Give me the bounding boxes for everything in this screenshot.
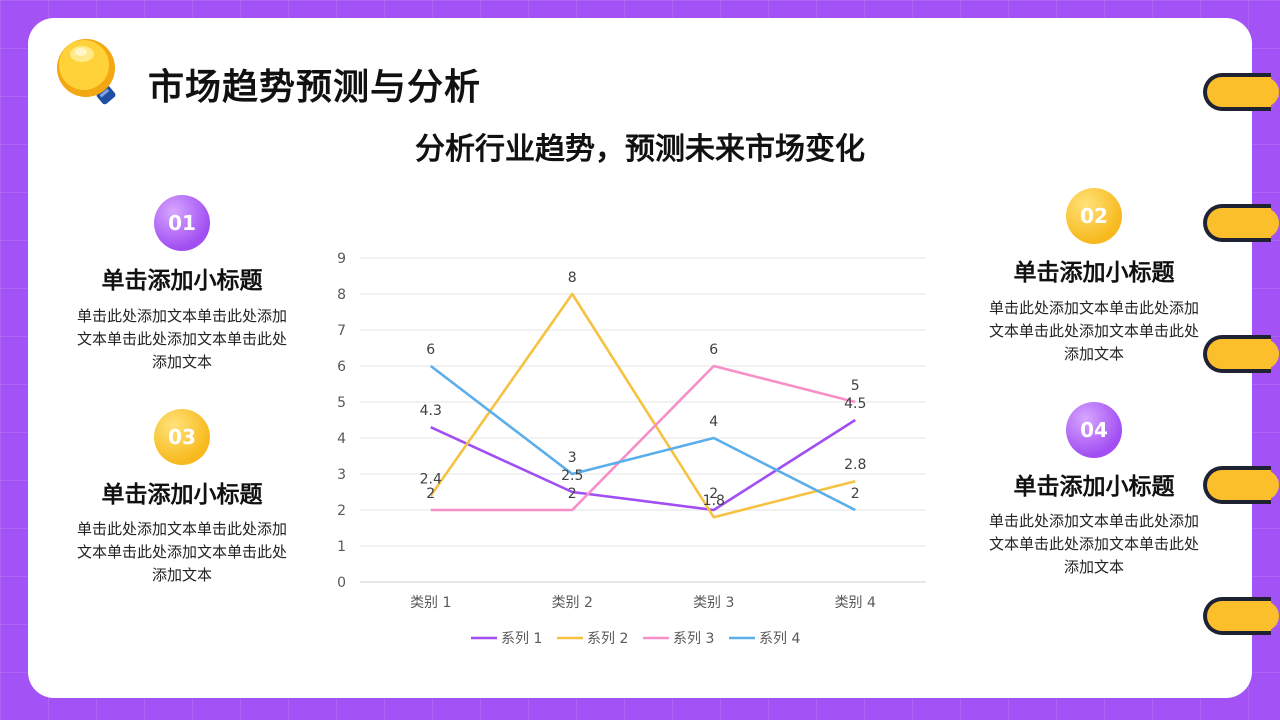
y-tick-label: 0 — [337, 575, 346, 591]
y-tick-label: 4 — [337, 431, 346, 447]
block-title-01[interactable]: 单击添加小标题 — [101, 268, 263, 294]
binder-ring-icon — [1203, 597, 1279, 635]
x-tick-label: 类别 3 — [693, 595, 734, 611]
data-label: 3 — [568, 450, 577, 466]
slide-card — [28, 18, 1252, 698]
y-tick-label: 7 — [337, 323, 346, 339]
page-subtitle: 分析行业趋势，预测未来市场变化 — [415, 132, 865, 167]
x-tick-label: 类别 4 — [835, 595, 876, 611]
badge-04: 04 — [1066, 402, 1122, 458]
x-tick-label: 类别 2 — [552, 595, 593, 611]
binder-rings — [1198, 0, 1280, 720]
data-label: 2 — [709, 486, 718, 502]
data-label: 2 — [851, 486, 860, 502]
data-label: 5 — [851, 378, 860, 394]
series-line — [430, 418, 856, 512]
legend-label: 系列 4 — [759, 631, 800, 647]
y-tick-label: 6 — [337, 359, 346, 375]
data-label: 4 — [709, 414, 718, 430]
y-tick-label: 1 — [337, 539, 346, 555]
series-line — [429, 364, 856, 512]
data-label: 8 — [568, 270, 577, 286]
block-title-04[interactable]: 单击添加小标题 — [1013, 474, 1175, 500]
data-label: 1.8 — [703, 493, 725, 509]
binder-ring-icon — [1203, 335, 1279, 373]
y-tick-label: 5 — [337, 395, 346, 411]
data-label: 2.4 — [420, 472, 442, 488]
badge-02: 02 — [1066, 188, 1122, 244]
series-line — [429, 292, 856, 519]
series-line — [430, 364, 856, 512]
binder-ring-icon — [1203, 466, 1279, 504]
y-tick-label: 9 — [337, 251, 346, 267]
page-title: 市场趋势预测与分析 — [148, 67, 482, 108]
data-label: 6 — [709, 342, 718, 358]
line-chart: 0 1 2 3 4 5 6 7 8 9 类别 1 类别 2 类别 3 类别 4 4.3 2.5 2 4.5 2.4 8… — [337, 251, 926, 647]
legend-label: 系列 2 — [587, 631, 628, 647]
block-text-03[interactable]: 单击此处添加文本单击此处添加文本单击此处添加文本单击此处添加文本 — [76, 520, 287, 584]
data-label: 2.8 — [844, 457, 866, 473]
binder-ring-icon — [1203, 73, 1279, 111]
data-label: 2 — [426, 486, 435, 502]
badge-03: 03 — [154, 409, 210, 465]
legend-label: 系列 3 — [673, 631, 714, 647]
data-label: 2 — [568, 486, 577, 502]
legend-label: 系列 1 — [501, 631, 542, 647]
block-text-04[interactable]: 单击此处添加文本单击此处添加文本单击此处添加文本单击此处添加文本 — [988, 512, 1199, 576]
block-title-03[interactable]: 单击添加小标题 — [101, 482, 263, 508]
data-label: 4.3 — [420, 403, 442, 419]
badge-01: 01 — [154, 195, 210, 251]
y-tick-label: 2 — [337, 503, 346, 519]
block-title-02[interactable]: 单击添加小标题 — [1013, 260, 1175, 286]
block-text-01[interactable]: 单击此处添加文本单击此处添加文本单击此处添加文本单击此处添加文本 — [76, 307, 287, 371]
data-label: 4.5 — [844, 396, 866, 412]
data-label: 2.5 — [561, 468, 583, 484]
binder-ring-icon — [1203, 204, 1279, 242]
data-label: 6 — [426, 342, 435, 358]
y-tick-label: 3 — [337, 467, 346, 483]
lightbulb-icon — [57, 39, 116, 105]
x-tick-label: 类别 1 — [410, 595, 451, 611]
y-tick-label: 8 — [337, 287, 346, 303]
block-text-02[interactable]: 单击此处添加文本单击此处添加文本单击此处添加文本单击此处添加文本 — [988, 299, 1199, 363]
